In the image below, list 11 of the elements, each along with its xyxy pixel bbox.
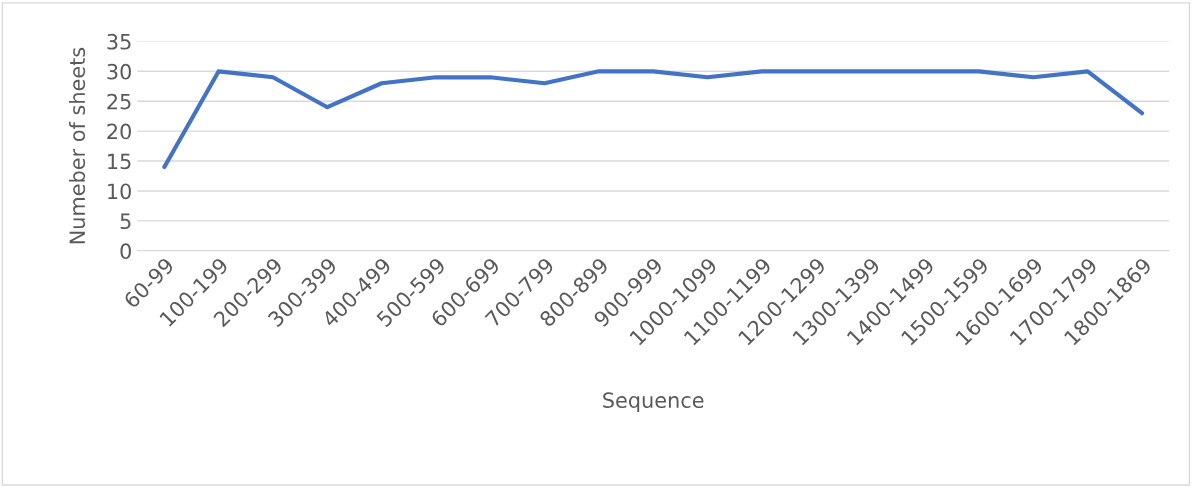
y-tick-label: 30 (107, 63, 131, 80)
y-tick-label: 5 (120, 213, 131, 230)
y-tick-label: 0 (120, 243, 131, 260)
y-tick-label: 20 (107, 123, 131, 140)
y-tick-label: 25 (107, 93, 131, 110)
x-axis-title: Sequence (603, 392, 704, 413)
line-series (162, 69, 1145, 170)
y-axis-title: Numeber of sheets (68, 47, 86, 244)
y-tick-label: 15 (108, 153, 131, 170)
y-tick-label: 35 (107, 33, 131, 50)
y-tick-label: 10 (108, 183, 131, 200)
